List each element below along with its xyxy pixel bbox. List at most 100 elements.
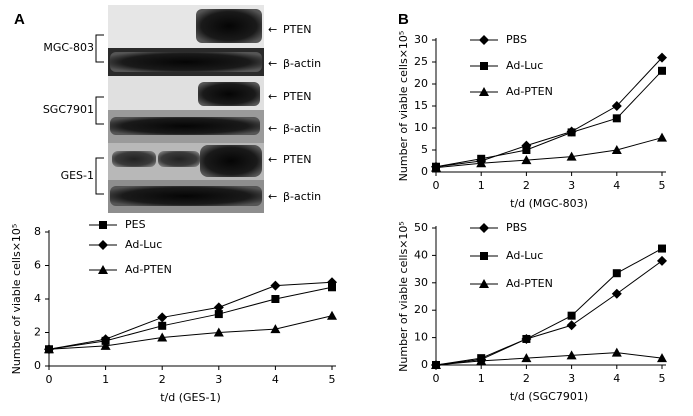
panel-label: B — [398, 11, 409, 28]
series-line — [48, 315, 333, 350]
x-tick-label: 5 — [329, 373, 336, 386]
marker — [657, 52, 667, 63]
y-tick-label: 6 — [34, 259, 41, 272]
x-tick-label: 3 — [568, 372, 575, 385]
legend-marker — [479, 279, 489, 288]
marker — [612, 269, 621, 278]
y-tick-label: 50 — [414, 221, 428, 234]
marker — [566, 350, 577, 360]
band-label: PTEN — [283, 90, 312, 103]
y-tick-label: 10 — [414, 121, 428, 134]
marker — [100, 334, 111, 345]
marker — [327, 277, 337, 288]
marker — [521, 353, 532, 363]
marker — [44, 344, 54, 354]
marker — [476, 355, 487, 365]
marker — [522, 146, 531, 154]
legend-marker — [479, 87, 489, 96]
legend-label: Ad-Luc — [125, 238, 162, 251]
marker — [658, 244, 666, 253]
x-tick-label: 3 — [215, 373, 222, 386]
y-tick-label: 0 — [421, 165, 428, 178]
x-axis-label: t/d (MGC-803) — [510, 197, 588, 210]
marker — [100, 340, 111, 350]
group-label: SGC7901 — [43, 103, 94, 116]
y-tick-label: 2 — [34, 326, 41, 339]
series-line — [435, 260, 663, 366]
marker — [521, 155, 532, 165]
svg-text:←: ← — [268, 90, 277, 103]
y-tick-label: 20 — [414, 303, 428, 316]
marker — [328, 283, 336, 292]
marker — [327, 310, 337, 320]
legend-marker — [479, 223, 489, 233]
legend-label: Ad-PTEN — [506, 277, 553, 290]
legend-marker — [98, 240, 108, 250]
y-axis-label: Number of viable cells×10⁵ — [397, 31, 410, 182]
legend-marker — [479, 35, 489, 45]
y-tick-label: 0 — [421, 358, 428, 371]
x-tick-label: 2 — [523, 372, 530, 385]
marker — [611, 101, 622, 111]
y-tick-label: 5 — [421, 143, 428, 156]
x-tick-label: 4 — [613, 179, 620, 192]
marker — [612, 114, 621, 123]
y-axis-label: Number of viable cells×10⁵ — [397, 221, 410, 372]
marker — [657, 255, 667, 266]
x-tick-label: 4 — [613, 372, 620, 385]
band-label: PTEN — [283, 23, 312, 36]
svg-text:←: ← — [268, 57, 277, 70]
marker — [431, 162, 441, 172]
series-line — [435, 248, 663, 366]
marker — [270, 324, 281, 334]
y-tick-label: 10 — [414, 331, 428, 344]
legend-label: Ad-Luc — [506, 249, 543, 262]
x-axis-label: t/d (SGC7901) — [510, 390, 588, 403]
y-tick-label: 15 — [414, 99, 428, 112]
legend-label: Ad-PTEN — [506, 85, 553, 98]
legend-label: PBS — [506, 221, 527, 234]
x-axis-label: t/d (GES-1) — [160, 391, 221, 404]
series-line — [435, 137, 663, 169]
marker — [566, 320, 577, 331]
y-tick-label: 8 — [34, 225, 41, 238]
x-tick-label: 2 — [159, 373, 166, 386]
x-tick-label: 2 — [523, 179, 530, 192]
y-tick-label: 25 — [414, 55, 428, 68]
marker — [476, 158, 487, 168]
legend-label: PES — [125, 218, 146, 231]
marker — [567, 128, 576, 137]
marker — [431, 360, 441, 369]
series-line — [48, 281, 333, 350]
band-label: β-actin — [283, 57, 321, 70]
x-tick-label: 3 — [568, 179, 575, 192]
legend-marker — [99, 221, 107, 229]
y-axis-label: Number of viable cells×10⁵ — [10, 224, 23, 375]
x-tick-label: 4 — [272, 373, 279, 386]
x-tick-label: 1 — [478, 179, 485, 192]
marker — [157, 332, 168, 342]
x-tick-label: 1 — [102, 373, 109, 386]
y-tick-label: 40 — [414, 248, 428, 261]
blot-image: ← ← ← ← ← ← — [95, 5, 277, 213]
legend-label: PBS — [506, 33, 527, 46]
marker — [611, 347, 622, 357]
marker — [157, 312, 168, 323]
x-tick-label: 5 — [659, 179, 666, 192]
marker — [611, 145, 622, 154]
legend-marker — [480, 252, 488, 260]
svg-text:←: ← — [268, 122, 277, 135]
marker — [213, 302, 224, 313]
y-tick-label: 4 — [34, 292, 41, 305]
marker — [611, 288, 622, 299]
x-tick-label: 1 — [478, 372, 485, 385]
marker — [657, 132, 667, 142]
series-line — [48, 286, 333, 350]
svg-text:←: ← — [268, 23, 277, 36]
legend-marker — [98, 265, 108, 274]
panel-label: A — [14, 11, 25, 28]
legend-marker — [480, 62, 488, 70]
x-tick-label: 0 — [433, 372, 440, 385]
series-line — [435, 352, 663, 366]
